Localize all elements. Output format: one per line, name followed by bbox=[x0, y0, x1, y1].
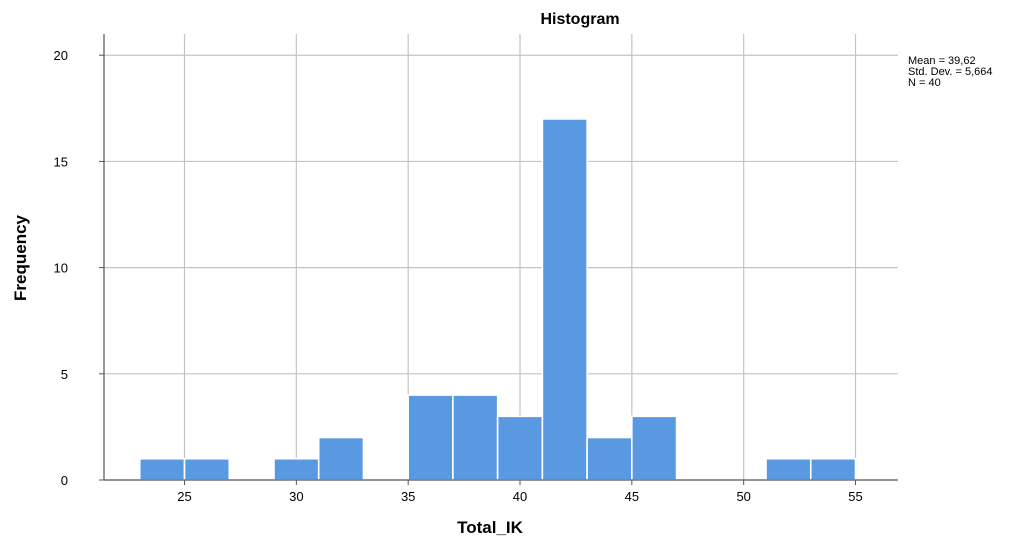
y-axis-label: Frequency bbox=[11, 214, 30, 301]
histogram-bar-14 bbox=[765, 457, 812, 481]
x-axis-label: Total_IK bbox=[457, 518, 524, 537]
y-tick-label-5: 5 bbox=[61, 367, 68, 382]
histogram-bar-8 bbox=[496, 415, 544, 481]
grid-lines bbox=[104, 34, 898, 480]
x-tick-label-40: 40 bbox=[513, 489, 527, 504]
histogram-bar-9 bbox=[541, 118, 588, 481]
x-tick-label-45: 45 bbox=[625, 489, 639, 504]
x-tick-label-50: 50 bbox=[736, 489, 750, 504]
x-tick-labels: 25 30 35 40 45 50 55 bbox=[177, 489, 862, 504]
chart-title: Histogram bbox=[540, 11, 619, 28]
x-tick-label-35: 35 bbox=[401, 489, 415, 504]
histogram-bar-3 bbox=[273, 457, 320, 481]
y-tick-labels: 0 5 10 15 20 bbox=[54, 48, 68, 488]
y-tick-label-10: 10 bbox=[54, 261, 68, 276]
histogram-bar-15 bbox=[809, 457, 857, 481]
x-tick-label-25: 25 bbox=[177, 489, 191, 504]
stats-mean: Mean = 39,62 bbox=[908, 55, 976, 67]
bars bbox=[138, 118, 857, 481]
histogram-bar-10 bbox=[586, 436, 633, 481]
histogram-bar-11 bbox=[631, 415, 678, 481]
histogram-bar-4 bbox=[317, 436, 365, 481]
x-tick-label-30: 30 bbox=[289, 489, 303, 504]
histogram-bar-7 bbox=[452, 394, 499, 481]
histogram-bar-1 bbox=[183, 457, 231, 481]
stats-n: N = 40 bbox=[908, 77, 941, 89]
stats-box: Mean = 39,62 Std. Dev. = 5,664 N = 40 bbox=[908, 56, 993, 89]
histogram-bar-6 bbox=[407, 394, 454, 481]
axes bbox=[99, 34, 898, 485]
stats-std-dev: Std. Dev. = 5,664 bbox=[908, 66, 993, 78]
x-tick-label-55: 55 bbox=[848, 489, 862, 504]
y-tick-label-0: 0 bbox=[61, 473, 68, 488]
histogram-bar-0 bbox=[138, 457, 186, 481]
y-tick-label-15: 15 bbox=[54, 154, 68, 169]
y-tick-label-20: 20 bbox=[54, 48, 68, 63]
